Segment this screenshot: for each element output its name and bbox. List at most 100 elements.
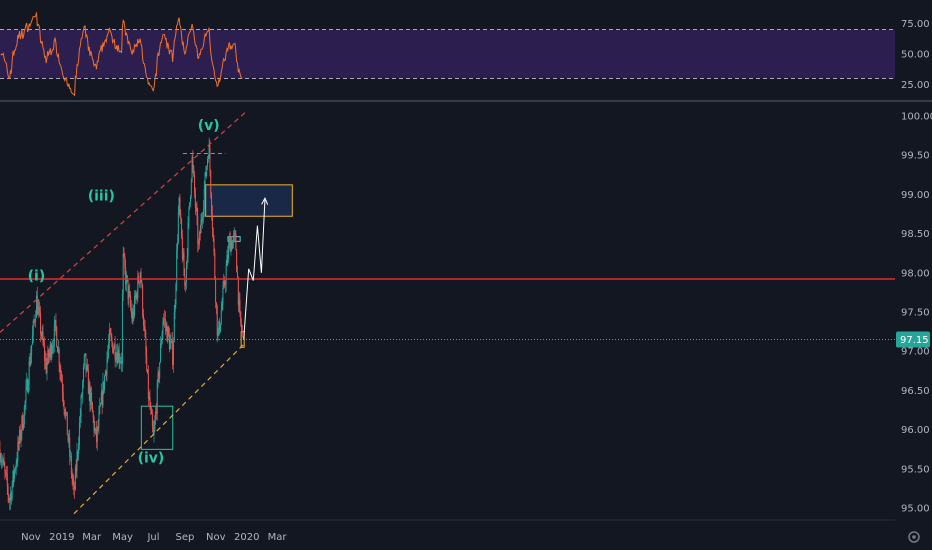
candle-body: [191, 156, 193, 181]
candle-body: [51, 349, 53, 358]
candle-body: [233, 233, 235, 236]
candle-body: [231, 241, 233, 249]
candle-body: [4, 466, 6, 472]
rsi-axis-tick: 25.00: [901, 80, 930, 91]
candle-body: [68, 437, 70, 441]
candle-body: [229, 236, 231, 253]
upper-channel-line[interactable]: [0, 110, 248, 333]
candle-body: [157, 372, 159, 383]
candle-body: [202, 209, 204, 218]
candle-body: [29, 361, 31, 365]
time-axis-tick: Mar: [268, 532, 288, 543]
wave-label: (v): [198, 118, 220, 134]
candle-body: [75, 467, 77, 472]
rsi-axis-tick: 50.00: [901, 50, 930, 61]
candle-body: [235, 234, 237, 251]
candle-body: [14, 469, 16, 479]
candle-body: [226, 254, 228, 267]
candle-body: [123, 253, 125, 256]
candle-body: [95, 428, 97, 442]
candle-body: [131, 313, 133, 322]
candle-body: [203, 188, 205, 210]
price-axis-tick: 96.50: [901, 386, 930, 397]
candle-body: [224, 284, 226, 286]
candle-body: [97, 426, 99, 428]
projection-path: [243, 198, 266, 340]
candle-body: [100, 392, 102, 404]
candle-body: [121, 293, 123, 364]
candle-body: [52, 345, 54, 350]
candle-body: [104, 375, 106, 391]
wave-label: (iii): [88, 189, 115, 205]
candle-body: [54, 320, 56, 325]
candle-body: [165, 325, 167, 326]
candle-body: [23, 423, 25, 429]
candle-body: [39, 308, 41, 313]
candle-body: [200, 219, 202, 234]
candle-body: [7, 486, 9, 496]
candle-body: [98, 413, 100, 428]
candle-body: [72, 478, 74, 483]
candle-body: [224, 280, 226, 286]
candle-body: [124, 255, 126, 267]
candle-body: [28, 361, 30, 385]
candle-body: [48, 350, 50, 358]
candle-body: [10, 493, 12, 502]
time-axis[interactable]: Nov 2019 Mar May Jul Sep Nov 2020 Mar: [21, 532, 287, 543]
candle-body: [159, 362, 161, 379]
candle-body: [152, 426, 154, 435]
candle-body: [130, 295, 132, 308]
candle-body: [214, 252, 216, 279]
candle-body: [180, 213, 182, 219]
candle-body: [133, 310, 135, 316]
candle-body: [190, 180, 192, 196]
candle-body: [228, 243, 230, 260]
candle-body: [146, 355, 148, 370]
candle-body: [209, 145, 211, 171]
rsi-band: [0, 29, 895, 79]
candle-body: [69, 437, 71, 457]
candle-body: [104, 371, 106, 376]
price-axis-tick: 99.00: [901, 190, 930, 201]
candle-body: [67, 434, 69, 441]
time-axis-tick: Sep: [175, 532, 194, 543]
candle-body: [73, 482, 75, 487]
candle-body: [237, 276, 239, 306]
candle-body: [185, 281, 187, 287]
candle-body: [34, 320, 36, 322]
candle-body: [48, 352, 50, 358]
candle-body: [166, 325, 168, 342]
candle-body: [89, 384, 91, 406]
candle-body: [228, 236, 230, 244]
candle-body: [15, 463, 17, 470]
candle-body: [164, 318, 166, 320]
price-axis-tick: 99.50: [901, 151, 930, 162]
candle-body: [5, 472, 7, 475]
candle-body: [193, 166, 195, 175]
candle-body: [0, 449, 1, 461]
candle-body: [241, 323, 243, 332]
candle-body: [150, 408, 152, 410]
candle-body: [70, 456, 72, 474]
candle-body: [177, 212, 179, 243]
candle-body: [181, 237, 183, 260]
candle-body: [169, 342, 171, 350]
candle-body: [218, 321, 220, 334]
candle-body: [155, 410, 157, 421]
time-axis-tick: Nov: [21, 532, 41, 543]
candle-body: [114, 343, 116, 360]
candle-body: [176, 249, 178, 286]
candle-body: [101, 392, 103, 406]
candle-body: [41, 331, 43, 337]
lower-channel-line[interactable]: [73, 342, 246, 515]
candle-body: [27, 384, 29, 393]
candle-body: [83, 354, 85, 367]
settings-gear-icon[interactable]: [908, 531, 920, 543]
candle-body: [55, 320, 57, 328]
target-zone[interactable]: [205, 184, 293, 217]
candle-body: [189, 195, 191, 203]
candle-body: [21, 416, 23, 434]
candle-body: [187, 222, 189, 257]
candle-body: [57, 348, 59, 353]
